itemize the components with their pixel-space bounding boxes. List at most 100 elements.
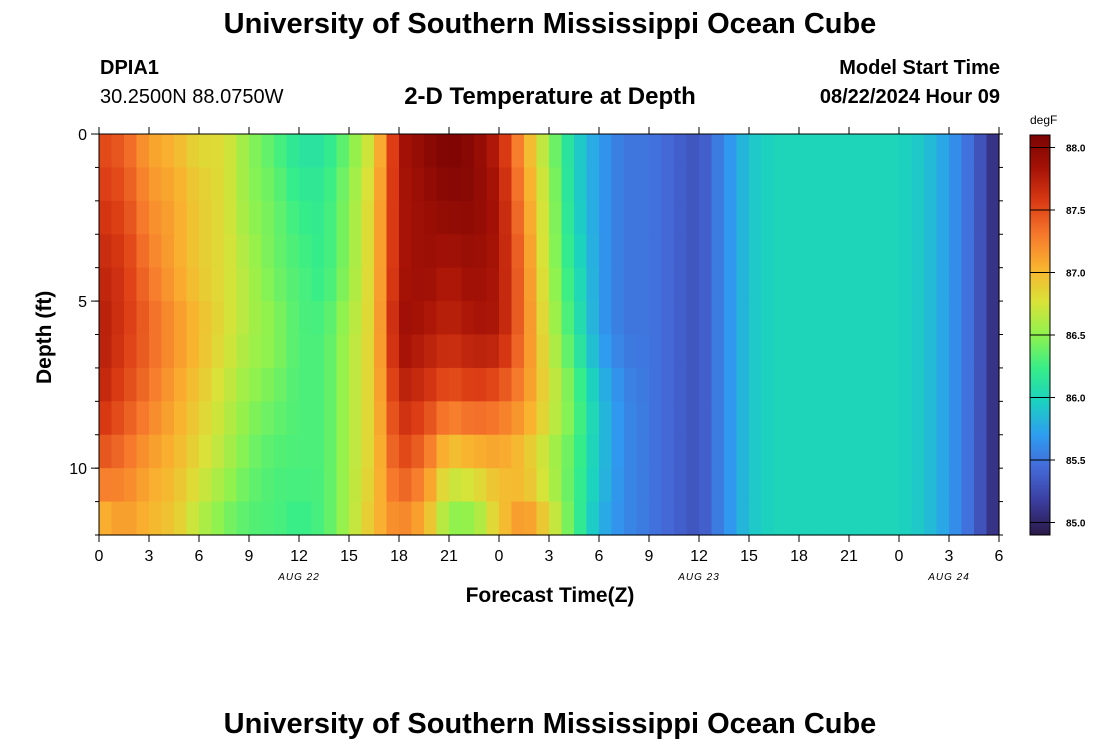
heatmap-cell <box>774 468 788 503</box>
heatmap-cell <box>411 468 425 503</box>
heatmap-cell <box>186 134 200 169</box>
heatmap-cell <box>949 468 963 503</box>
heatmap-cell <box>161 167 175 202</box>
heatmap-cell <box>836 267 850 302</box>
heatmap-cell <box>461 367 475 402</box>
heatmap-cell <box>674 134 688 169</box>
heatmap-cell <box>624 501 638 536</box>
heatmap-cell <box>761 468 775 503</box>
heatmap-cell <box>699 367 713 402</box>
heatmap-cell <box>624 234 638 269</box>
heatmap-cell <box>961 401 975 436</box>
heatmap-cell <box>349 501 363 536</box>
heatmap-cell <box>261 167 275 202</box>
heatmap-cell <box>474 301 488 336</box>
heatmap-cell <box>261 234 275 269</box>
heatmap-cell <box>311 134 325 169</box>
heatmap-cell <box>936 367 950 402</box>
heatmap-cell <box>336 134 350 169</box>
heatmap-cell <box>674 167 688 202</box>
heatmap-cell <box>524 301 538 336</box>
heatmap-cell <box>486 134 500 169</box>
heatmap-cell <box>661 367 675 402</box>
heatmap-cell <box>486 434 500 469</box>
heatmap-cell <box>736 200 750 235</box>
heatmap-cell <box>811 134 825 169</box>
heatmap-cell <box>936 468 950 503</box>
heatmap-cell <box>386 167 400 202</box>
heatmap-cell <box>524 434 538 469</box>
heatmap-cell <box>761 401 775 436</box>
heatmap-cell <box>561 234 575 269</box>
heatmap-cell <box>336 301 350 336</box>
heatmap-cell <box>936 501 950 536</box>
heatmap-cell <box>474 501 488 536</box>
heatmap-cell <box>199 501 213 536</box>
heatmap-cell <box>311 401 325 436</box>
heatmap-cell <box>524 200 538 235</box>
heatmap-cell <box>799 301 813 336</box>
heatmap-cell <box>861 367 875 402</box>
heatmap-cell <box>824 367 838 402</box>
heatmap-cell <box>474 167 488 202</box>
heatmap-cell <box>436 334 450 369</box>
heatmap-cell <box>711 434 725 469</box>
heatmap-cell <box>711 501 725 536</box>
heatmap-cell <box>174 267 188 302</box>
heatmap-cell <box>374 401 388 436</box>
heatmap-cell <box>511 234 525 269</box>
heatmap-cell <box>936 267 950 302</box>
heatmap-cell <box>286 367 300 402</box>
heatmap-cell <box>261 468 275 503</box>
heatmap-cell <box>574 301 588 336</box>
heatmap-cell <box>761 434 775 469</box>
heatmap-cell <box>349 167 363 202</box>
heatmap-cell <box>299 167 313 202</box>
heatmap-cell <box>936 134 950 169</box>
heatmap-cell <box>136 167 150 202</box>
heatmap-cell <box>399 200 413 235</box>
heatmap-cell <box>399 434 413 469</box>
heatmap-cell <box>299 401 313 436</box>
heatmap-cell <box>661 301 675 336</box>
heatmap-cell <box>461 501 475 536</box>
heatmap-cell <box>849 267 863 302</box>
heatmap-cell <box>99 468 113 503</box>
heatmap-cell <box>799 401 813 436</box>
heatmap-cell <box>774 367 788 402</box>
heatmap-cell <box>386 434 400 469</box>
heatmap-cell <box>286 401 300 436</box>
heatmap-cell <box>124 501 138 536</box>
heatmap-cell <box>499 434 513 469</box>
station-id: DPIA1 <box>100 57 159 79</box>
heatmap-cell <box>249 334 263 369</box>
heatmap-cell <box>199 468 213 503</box>
heatmap-cell <box>574 200 588 235</box>
heatmap-cell <box>111 401 125 436</box>
heatmap-cell <box>986 401 1000 436</box>
heatmap-cell <box>911 134 925 169</box>
heatmap-cell <box>499 501 513 536</box>
heatmap-cell <box>711 267 725 302</box>
heatmap-cell <box>911 267 925 302</box>
heatmap-cell <box>461 301 475 336</box>
heatmap-cell <box>374 367 388 402</box>
x-tick-label: 3 <box>945 548 954 565</box>
heatmap-cell <box>774 167 788 202</box>
heatmap-cell <box>636 434 650 469</box>
heatmap-cell <box>124 367 138 402</box>
heatmap-cell <box>636 501 650 536</box>
heatmap-cell <box>774 434 788 469</box>
heatmap-cell <box>274 501 288 536</box>
heatmap-cell <box>636 134 650 169</box>
heatmap-cell <box>661 501 675 536</box>
heatmap-cell <box>336 367 350 402</box>
heatmap-cell <box>286 134 300 169</box>
heatmap-cell <box>236 401 250 436</box>
heatmap-cell <box>536 301 550 336</box>
heatmap-cell <box>649 267 663 302</box>
heatmap-cell <box>861 468 875 503</box>
heatmap-cell <box>236 134 250 169</box>
heatmap-cell <box>711 334 725 369</box>
heatmap-cell <box>774 334 788 369</box>
